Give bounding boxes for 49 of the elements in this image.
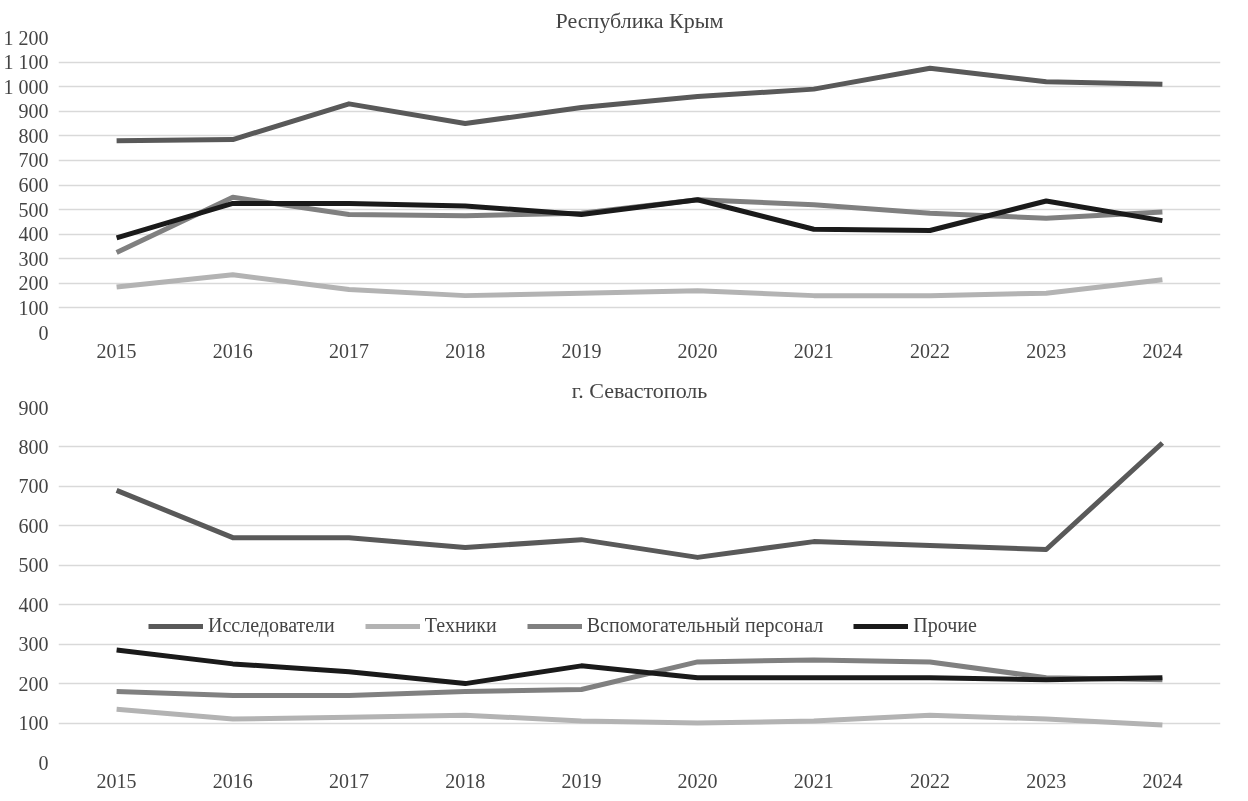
x-tick-label: 2023 (1026, 339, 1067, 362)
x-tick-label: 2017 (329, 339, 369, 362)
y-tick-label: 400 (18, 223, 49, 246)
y-tick-label: 1 000 (3, 75, 49, 98)
x-tick-label: 2018 (445, 339, 486, 362)
y-tick-label: 600 (18, 514, 49, 537)
y-tick-label: 900 (18, 100, 49, 123)
chart-title: Республика Крым (555, 7, 724, 33)
x-tick-label: 2015 (96, 339, 137, 362)
y-tick-label: 0 (38, 751, 49, 774)
x-tick-label: 2019 (561, 339, 602, 362)
x-tick-label: 2020 (677, 769, 718, 792)
x-tick-label: 2023 (1026, 769, 1067, 792)
y-tick-label: 1 100 (3, 51, 49, 74)
y-tick-label: 700 (18, 475, 49, 498)
chart-title: г. Севастополь (571, 377, 708, 403)
x-tick-label: 2022 (910, 769, 950, 792)
legend-label: Вспомогательный персонал (586, 614, 824, 637)
x-tick-label: 2024 (1142, 339, 1183, 362)
legend-label: Исследователи (208, 614, 335, 637)
y-tick-label: 200 (18, 272, 49, 295)
legend-label: Прочие (913, 614, 977, 637)
x-tick-label: 2024 (1142, 769, 1183, 792)
y-tick-label: 800 (18, 435, 49, 458)
x-tick-label: 2017 (329, 769, 369, 792)
y-tick-label: 500 (18, 554, 49, 577)
legend-label: Техники (424, 614, 497, 637)
y-tick-label: 300 (18, 633, 49, 656)
x-tick-label: 2019 (561, 769, 602, 792)
x-tick-label: 2016 (212, 339, 253, 362)
x-tick-label: 2015 (96, 769, 137, 792)
x-tick-label: 2021 (793, 769, 834, 792)
y-tick-label: 400 (18, 593, 49, 616)
y-tick-label: 200 (18, 672, 49, 695)
y-tick-label: 1 200 (3, 26, 49, 49)
x-tick-label: 2018 (445, 769, 486, 792)
x-tick-label: 2016 (212, 769, 253, 792)
y-tick-label: 0 (38, 321, 49, 344)
x-tick-label: 2021 (793, 339, 834, 362)
x-tick-label: 2020 (677, 339, 718, 362)
x-tick-label: 2022 (910, 339, 950, 362)
y-tick-label: 300 (18, 247, 49, 270)
y-tick-label: 900 (18, 396, 49, 419)
y-tick-label: 700 (18, 149, 49, 172)
y-tick-label: 100 (18, 296, 49, 319)
y-tick-label: 800 (18, 124, 49, 147)
y-tick-label: 500 (18, 198, 49, 221)
y-tick-label: 100 (18, 712, 49, 735)
y-tick-label: 600 (18, 174, 49, 196)
